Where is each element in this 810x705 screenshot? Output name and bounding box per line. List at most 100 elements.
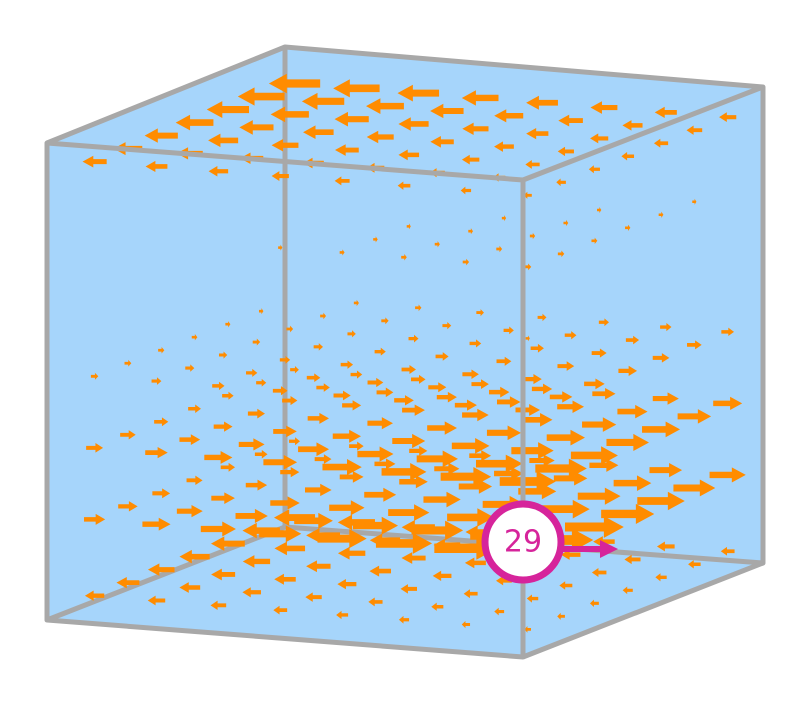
vector-arrow bbox=[329, 500, 365, 516]
vector-arrow bbox=[660, 322, 672, 332]
vector-arrow bbox=[523, 191, 532, 199]
vector-arrow bbox=[392, 433, 426, 449]
vector-arrow bbox=[489, 386, 510, 398]
vector-arrow bbox=[476, 309, 484, 317]
vector-arrow bbox=[242, 522, 280, 539]
vector-arrow bbox=[350, 370, 363, 379]
vector-arrow bbox=[210, 536, 245, 551]
vector-arrow bbox=[290, 366, 299, 374]
vector-arrow bbox=[273, 425, 297, 438]
vector-arrow bbox=[719, 112, 737, 123]
vector-arrow bbox=[577, 487, 621, 505]
cube-front-edges bbox=[44, 44, 766, 660]
vector-arrow bbox=[673, 479, 716, 497]
vector-arrow bbox=[152, 488, 171, 499]
vector-arrow bbox=[463, 589, 478, 599]
probe-marker[interactable]: 29 bbox=[481, 500, 618, 584]
vector-arrow bbox=[652, 353, 670, 363]
vector-arrow bbox=[175, 114, 214, 131]
vector-arrow bbox=[342, 400, 362, 411]
vector-arrow bbox=[503, 326, 514, 335]
vector-arrow bbox=[366, 130, 394, 144]
vector-arrow bbox=[316, 383, 330, 392]
vector-arrow bbox=[557, 612, 565, 620]
vector-arrow bbox=[526, 95, 558, 110]
vector-arrow bbox=[529, 454, 555, 467]
vector-arrow bbox=[270, 496, 300, 510]
vector-arrow bbox=[432, 570, 452, 581]
vector-arrow bbox=[239, 120, 274, 135]
vector-arrow bbox=[541, 499, 590, 519]
vector-arrow bbox=[307, 412, 329, 424]
vector-arrow bbox=[186, 475, 203, 486]
vector-arrow bbox=[411, 374, 426, 384]
vector-arrow bbox=[374, 347, 386, 356]
vector-arrow bbox=[206, 101, 250, 119]
vector-arrow bbox=[431, 602, 444, 611]
vector-arrow bbox=[398, 117, 429, 131]
vector-arrow bbox=[225, 321, 231, 328]
vector-arrow bbox=[558, 114, 583, 127]
vector-arrow bbox=[322, 459, 362, 476]
vector-arrow bbox=[332, 429, 362, 443]
vector-arrow bbox=[465, 525, 495, 539]
vector-arrow bbox=[416, 450, 458, 468]
vector-arrow bbox=[381, 463, 427, 481]
vector-arrow bbox=[306, 560, 331, 573]
vector-arrow bbox=[211, 568, 236, 581]
vector-arrow bbox=[286, 325, 294, 333]
vector-arrow bbox=[353, 299, 359, 307]
vector-arrow bbox=[352, 516, 399, 535]
vector-arrow bbox=[86, 442, 104, 453]
vector-arrow bbox=[273, 605, 288, 615]
vector-arrow bbox=[367, 377, 384, 388]
vector-arrow bbox=[374, 458, 396, 470]
vector-arrow bbox=[461, 620, 471, 629]
vector-arrow bbox=[469, 450, 492, 462]
vector-arrow bbox=[247, 408, 265, 419]
vector-arrow bbox=[334, 176, 350, 186]
vector-arrow bbox=[337, 578, 357, 590]
vector-arrow bbox=[582, 417, 617, 432]
vector-arrow bbox=[116, 576, 140, 589]
vector-arrow bbox=[447, 508, 495, 527]
vector-arrow bbox=[212, 381, 225, 391]
vector-arrow bbox=[436, 391, 457, 403]
vector-arrow bbox=[720, 546, 735, 556]
vector-arrow bbox=[458, 479, 493, 494]
vector-arrow bbox=[188, 404, 201, 414]
probe-label: 29 bbox=[504, 525, 542, 560]
vector-arrow bbox=[118, 501, 138, 512]
vector-arrow bbox=[591, 237, 598, 245]
top-edge bbox=[46, 44, 766, 183]
cube-volume bbox=[47, 47, 763, 657]
vector-arrow bbox=[151, 377, 162, 385]
vector-arrow bbox=[451, 438, 490, 454]
vector-arrow bbox=[553, 471, 588, 486]
vector-arrow bbox=[557, 146, 574, 157]
vector-arrow bbox=[649, 463, 683, 478]
vector-arrow bbox=[709, 467, 746, 483]
vector-arrow bbox=[222, 391, 234, 400]
vector-arrow bbox=[606, 433, 649, 451]
vector-arrow bbox=[617, 404, 648, 419]
vector-arrow bbox=[496, 396, 521, 408]
vector-arrow bbox=[381, 317, 389, 325]
vector-arrow bbox=[525, 159, 540, 169]
vector-arrow bbox=[373, 236, 378, 243]
vector-arrow bbox=[337, 546, 366, 560]
vector-arrow bbox=[591, 348, 607, 358]
vector-arrow bbox=[462, 369, 479, 380]
vector-arrow bbox=[268, 73, 321, 94]
vector-arrow bbox=[333, 79, 380, 98]
vector-arrow bbox=[524, 263, 532, 271]
vector-arrow bbox=[686, 125, 703, 135]
vector-arrow bbox=[210, 600, 227, 610]
vector-arrow bbox=[655, 573, 667, 582]
vector-arrow bbox=[462, 408, 489, 422]
vector-arrow bbox=[272, 386, 288, 396]
vector-arrow bbox=[397, 181, 411, 190]
vector-arrow bbox=[522, 413, 553, 427]
vector-arrow bbox=[511, 442, 554, 460]
vector-arrow bbox=[274, 573, 296, 585]
